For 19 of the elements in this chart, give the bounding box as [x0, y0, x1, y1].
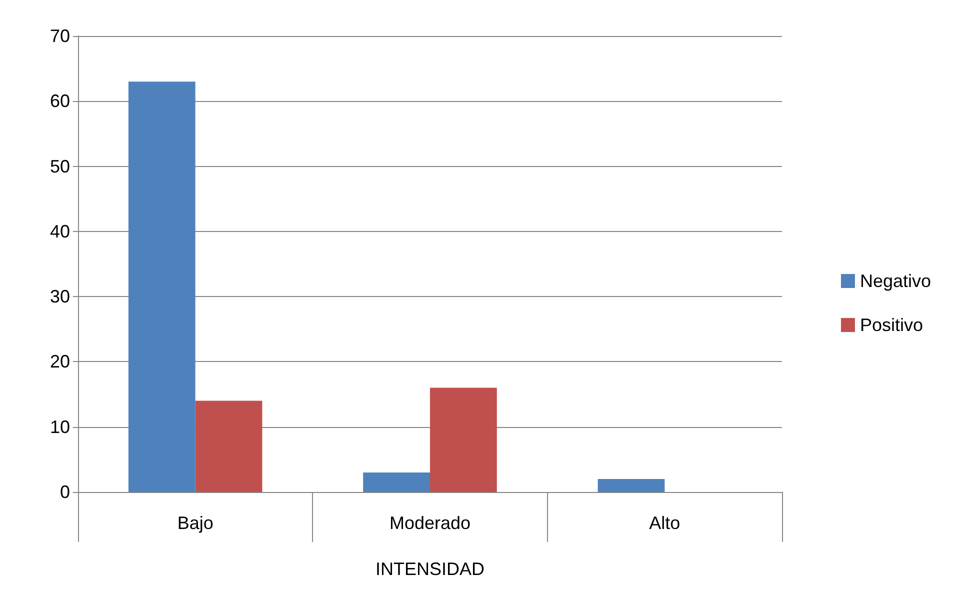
legend-label: Positivo — [860, 315, 923, 335]
legend-label: Negativo — [860, 271, 932, 291]
bar — [195, 400, 262, 492]
y-tick-label: 20 — [50, 352, 70, 372]
y-tick-label: 0 — [60, 482, 70, 502]
bar — [128, 82, 196, 492]
bar — [598, 478, 665, 492]
x-axis-title: INTENSIDAD — [375, 559, 485, 579]
bar — [363, 472, 430, 492]
y-tick-label: 40 — [50, 221, 70, 242]
y-tick-label: 50 — [50, 156, 70, 176]
bar — [430, 388, 497, 492]
x-tick-label: Alto — [649, 513, 680, 533]
y-tick-label: 70 — [50, 26, 70, 46]
y-tick-label: 30 — [50, 286, 70, 307]
y-tick-label: 60 — [50, 91, 70, 112]
x-tick-label: Moderado — [389, 513, 471, 533]
x-tick-label: Bajo — [177, 513, 214, 533]
y-tick-label: 10 — [50, 416, 70, 437]
